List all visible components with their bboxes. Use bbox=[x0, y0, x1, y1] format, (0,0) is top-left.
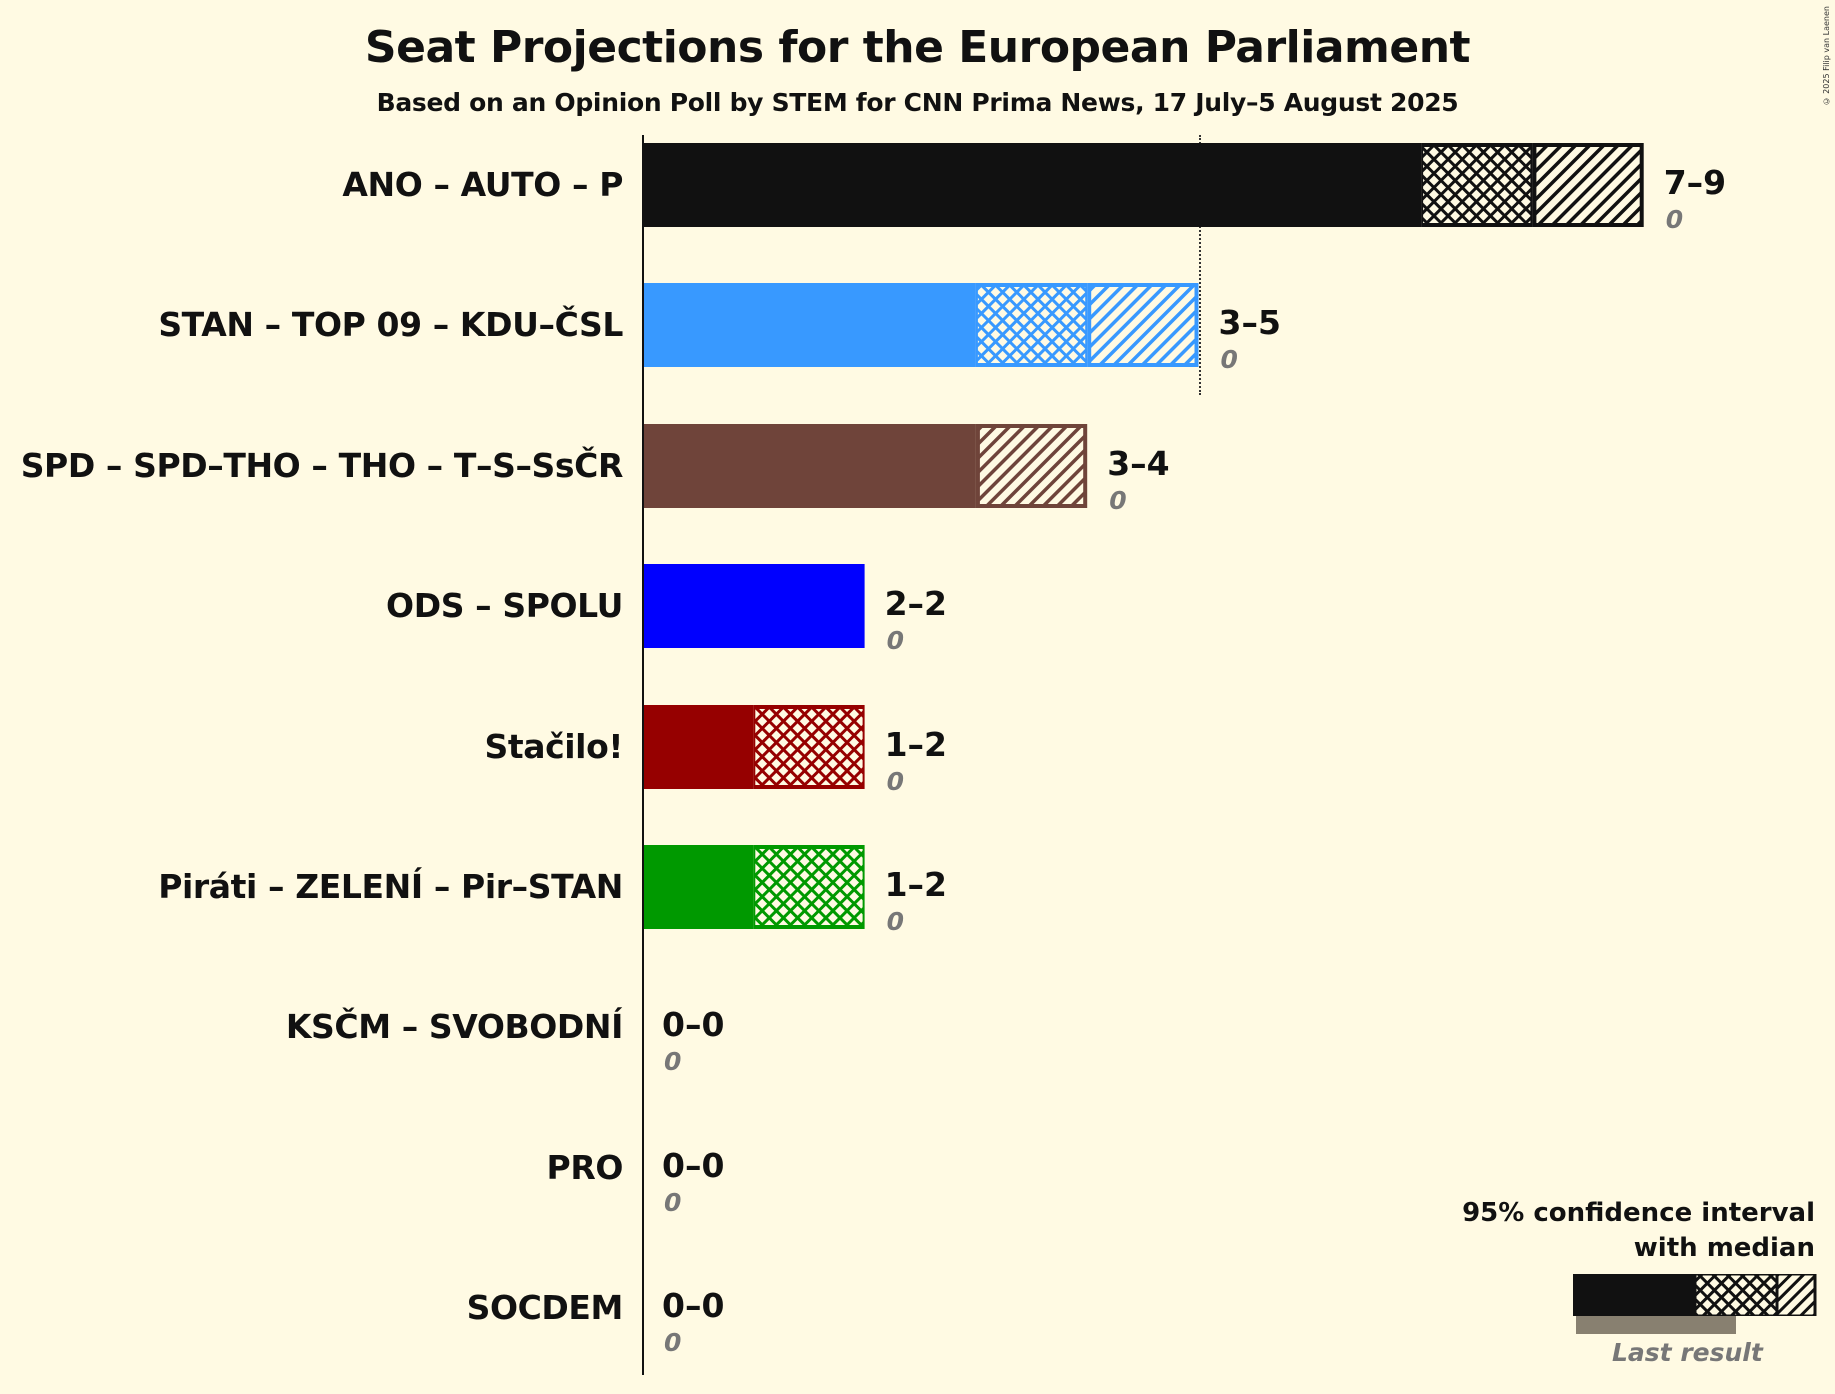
seat-range: 1–2 bbox=[884, 865, 948, 904]
last-result: 0 bbox=[886, 907, 904, 936]
last-result: 0 bbox=[886, 766, 904, 796]
chart-subtitle: Based on an Opinion Poll by STEM for CNN… bbox=[376, 88, 1459, 117]
legend-line2: with median bbox=[1633, 1233, 1815, 1263]
party-label: Piráti – ZELENÍ – Pir–STAN bbox=[158, 867, 623, 906]
legend-bar bbox=[1573, 1274, 1817, 1316]
last-result: 0 bbox=[1665, 205, 1684, 234]
party-label: SOCDEM bbox=[466, 1288, 624, 1328]
seat-range: 0–0 bbox=[662, 1286, 725, 1326]
party-row: ANO – AUTO – P 7–9 0 bbox=[0, 143, 1835, 234]
seat-bar bbox=[642, 564, 865, 649]
party-row: Piráti – ZELENÍ – Pir–STAN 1–2 0 bbox=[0, 845, 1835, 936]
last-result: 0 bbox=[664, 1187, 682, 1217]
party-row: ODS – SPOLU 2–2 0 bbox=[0, 564, 1835, 655]
majority-line bbox=[1199, 135, 1201, 395]
seat-range: 3–5 bbox=[1218, 303, 1281, 343]
last-result: 0 bbox=[1109, 485, 1127, 515]
party-row: KSČM – SVOBODNÍ 0–0 0 bbox=[0, 985, 1835, 1076]
seat-range: 1–2 bbox=[884, 724, 948, 764]
last-result: 0 bbox=[664, 1328, 682, 1358]
party-label: SPD – SPD–THO – THO – T–S–SsČR bbox=[20, 445, 624, 485]
party-label: KSČM – SVOBODNÍ bbox=[285, 1007, 624, 1047]
party-label: Stačilo! bbox=[484, 726, 623, 766]
party-label: ODS – SPOLU bbox=[386, 586, 623, 626]
copyright: © 2025 Filip van Laenen bbox=[1822, 6, 1831, 106]
last-result: 0 bbox=[1220, 345, 1238, 375]
seat-range: 3–4 bbox=[1107, 443, 1170, 483]
party-label: STAN – TOP 09 – KDU–ČSL bbox=[158, 305, 623, 345]
party-row: Stačilo! 1–2 0 bbox=[0, 704, 1835, 796]
party-row: SPD – SPD–THO – THO – T–S–SsČR 3–4 0 bbox=[0, 423, 1835, 515]
seat-bar bbox=[642, 283, 1199, 368]
chart-title: Seat Projections for the European Parlia… bbox=[364, 22, 1471, 73]
legend-last-result-label: Last result bbox=[1612, 1338, 1763, 1367]
legend-line1: 95% confidence interval bbox=[1462, 1198, 1815, 1228]
seat-bar bbox=[642, 845, 865, 929]
party-label: PRO bbox=[546, 1147, 624, 1187]
seat-bar bbox=[642, 423, 1088, 508]
party-row: STAN – TOP 09 – KDU–ČSL 3–5 0 bbox=[0, 283, 1835, 374]
party-row: PRO 0–0 0 bbox=[0, 1126, 1835, 1217]
seat-range: 0–0 bbox=[662, 1145, 725, 1185]
seat-bar bbox=[642, 143, 1644, 227]
seat-bar bbox=[642, 704, 865, 789]
seat-range: 7–9 bbox=[1663, 163, 1727, 202]
seat-range: 2–2 bbox=[884, 584, 948, 624]
party-row: SOCDEM 0–0 0 bbox=[0, 1266, 1835, 1357]
legend-last-result-bar bbox=[1576, 1316, 1736, 1334]
last-result: 0 bbox=[664, 1047, 682, 1077]
seat-range: 0–0 bbox=[662, 1005, 725, 1045]
party-label: ANO – AUTO – P bbox=[342, 165, 623, 204]
last-result: 0 bbox=[886, 626, 904, 656]
legend-title: 95% confidence interval with median bbox=[1462, 1196, 1815, 1266]
y-axis-line bbox=[642, 135, 644, 1375]
